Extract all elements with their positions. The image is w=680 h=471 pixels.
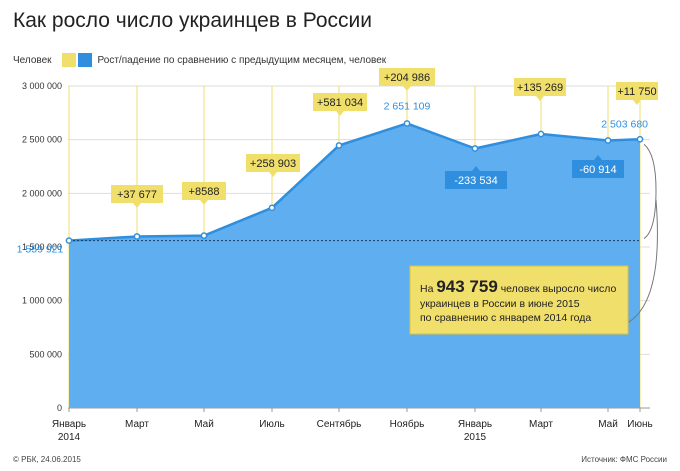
- x-tick-label: Сентябрь: [317, 418, 362, 430]
- callout-box: [409, 265, 629, 335]
- legend: Человек Рост/падение по сравнению с пред…: [13, 53, 386, 67]
- value-label: 2 651 109: [384, 100, 431, 112]
- area-layer: [65, 120, 644, 408]
- legend-swatch-yellow: [61, 53, 76, 67]
- change-label-text: -60 914: [579, 164, 616, 176]
- change-label-text: +204 986: [384, 72, 430, 84]
- x-tick-label: Май: [194, 419, 214, 430]
- change-label-text: +581 034: [317, 97, 363, 109]
- data-point: [268, 204, 276, 212]
- callout-connector: [627, 199, 658, 323]
- x-tick-label: Январь: [52, 419, 86, 430]
- x-tick-label: Ноябрь: [390, 418, 425, 430]
- change-label-pointer: [633, 100, 641, 105]
- x-tick-label: Январь: [458, 419, 492, 430]
- data-point: [335, 142, 343, 149]
- chart-title: Как росло число украинцев в России: [13, 9, 373, 32]
- change-label-box: [572, 160, 624, 178]
- change-label-box: [379, 68, 435, 86]
- change-label-pointer: [472, 166, 480, 171]
- y-tick-label: 3 000 000: [22, 81, 62, 91]
- data-point: [200, 232, 208, 239]
- y-tick-label: 2 500 000: [22, 135, 62, 145]
- change-label-box: [313, 93, 367, 111]
- change-label-text: +8588: [189, 186, 220, 198]
- data-point: [65, 237, 73, 244]
- change-label-pointer: [133, 203, 141, 208]
- series-line: [68, 122, 641, 242]
- y-tick-label: 2 000 000: [22, 188, 62, 198]
- legend-label-people: Человек: [13, 54, 52, 66]
- change-label-pointer: [269, 172, 277, 177]
- value-label: 1 559 921: [17, 244, 64, 256]
- y-tick-label: 500 000: [29, 349, 62, 359]
- callout-line1: На 943 759 человек выросло число: [420, 277, 616, 296]
- data-point: [604, 137, 612, 144]
- value-label: 2 503 680: [601, 118, 648, 130]
- y-tick-label: 0: [57, 403, 62, 413]
- x-tick-label: Май: [598, 419, 618, 430]
- change-label-box: [182, 182, 226, 200]
- change-label-pointer: [200, 200, 208, 205]
- y-tick-label: 1 000 000: [22, 296, 62, 306]
- x-tick-label: Март: [125, 419, 149, 430]
- change-label-box: [246, 154, 300, 172]
- legend-label-change: Рост/падение по сравнению с предыдущим м…: [97, 54, 387, 66]
- change-label-pointer: [403, 86, 411, 91]
- x-tick-label: Июль: [259, 419, 285, 430]
- change-label-text: +135 269: [517, 82, 563, 94]
- change-label-text: +258 903: [250, 158, 296, 170]
- footer-copyright: © РБК, 24.06.2015: [13, 455, 81, 464]
- footer-source: Источник: ФМС России: [581, 455, 667, 464]
- callout-line2: украинцев в России в июне 2015: [420, 298, 580, 310]
- change-label-box: [514, 78, 566, 96]
- change-label-box: [111, 185, 163, 203]
- area-fill: [69, 123, 640, 408]
- change-label-text: +37 677: [117, 189, 157, 201]
- change-label-text: +11 750: [617, 86, 656, 98]
- data-point: [471, 145, 479, 152]
- x-tick-label-year: 2014: [58, 432, 81, 443]
- data-point: [537, 130, 545, 138]
- x-tick-label: Март: [529, 419, 553, 430]
- x-tick-label: Июнь: [627, 419, 652, 430]
- labels-layer: 0 500 000 1 000 000 1 500 000 2 000 000 2 500…: [17, 68, 658, 443]
- x-tick-label-year: 2015: [464, 432, 487, 443]
- y-tick-label: 1 500 000: [22, 242, 62, 252]
- data-point: [403, 120, 411, 127]
- change-label-box: [616, 82, 658, 100]
- data-point: [636, 135, 644, 143]
- change-label-pointer: [594, 155, 602, 160]
- data-point: [133, 233, 141, 240]
- change-label-pointer: [536, 96, 544, 101]
- change-label-box: [445, 171, 507, 189]
- callout-line3: по сравнению с январем 2014 года: [420, 312, 591, 324]
- change-label-pointer: [336, 111, 344, 116]
- legend-swatch-blue: [77, 53, 92, 67]
- bracket-line: [643, 143, 657, 239]
- change-label-text: -233 534: [454, 175, 497, 187]
